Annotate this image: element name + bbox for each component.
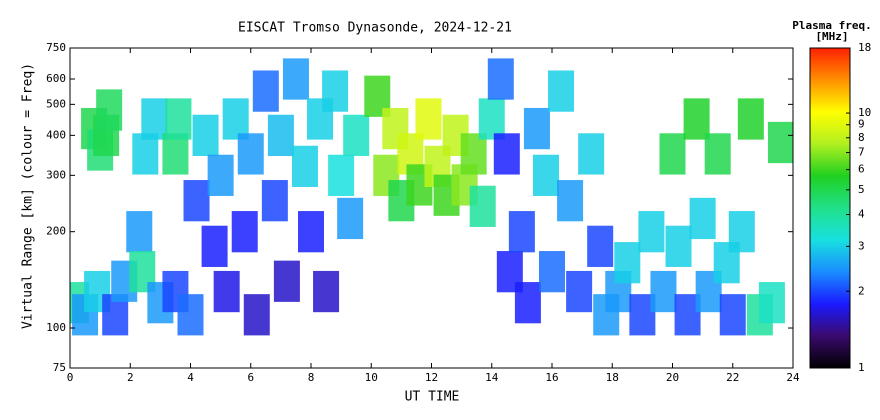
data-point	[243, 294, 270, 336]
x-tick-label: 0	[67, 371, 74, 384]
data-point	[614, 242, 641, 284]
data-point	[207, 154, 234, 196]
x-tick-label: 2	[127, 371, 134, 384]
data-point	[683, 98, 710, 140]
data-point	[487, 58, 514, 100]
data-point	[328, 154, 355, 196]
data-point	[141, 98, 168, 140]
data-point	[132, 133, 159, 175]
data-point	[237, 133, 264, 175]
data-point	[222, 98, 249, 140]
x-tick-label: 4	[187, 371, 194, 384]
data-point	[587, 225, 614, 267]
data-point	[201, 225, 228, 267]
colorbar-tick-label: 9	[858, 118, 865, 131]
x-tick-label: 22	[726, 371, 739, 384]
data-point	[343, 114, 370, 156]
x-tick-label: 8	[308, 371, 315, 384]
data-point	[126, 211, 153, 253]
y-tick-label: 750	[46, 41, 66, 54]
data-point	[578, 133, 605, 175]
y-tick-label: 600	[46, 72, 66, 85]
data-point	[291, 145, 318, 187]
data-point	[298, 211, 324, 253]
data-point	[514, 282, 541, 324]
data-point	[322, 70, 349, 112]
data-point	[469, 185, 496, 227]
colorbar-tick-label: 7	[858, 146, 865, 159]
colorbar-tick-label: 10	[858, 106, 871, 119]
data-point	[313, 270, 340, 313]
x-axis-label: UT TIME	[405, 390, 460, 405]
x-tick-label: 6	[247, 371, 254, 384]
colorbar-tick-label: 6	[858, 163, 865, 176]
y-tick-label: 500	[46, 97, 66, 110]
chart-title: EISCAT Tromso Dynasonde, 2024-12-21	[238, 21, 512, 36]
colorbar-tick-label: 18	[858, 41, 871, 54]
data-point	[337, 197, 364, 240]
data-point	[758, 282, 785, 324]
data-point	[728, 211, 755, 253]
colorbar-tick-label: 4	[858, 208, 865, 221]
data-point	[162, 133, 189, 175]
data-point	[282, 58, 309, 100]
data-point	[539, 251, 565, 293]
y-tick-label: 100	[46, 321, 66, 334]
colorbar	[809, 47, 851, 369]
y-tick-label: 400	[46, 128, 66, 141]
y-tick-label: 75	[53, 361, 66, 374]
data-point	[192, 114, 219, 156]
colorbar-tick-label: 3	[858, 239, 865, 252]
x-tick-label: 12	[425, 371, 438, 384]
y-axis-label: Virtual Range [km] (colour = Freq)	[21, 63, 36, 329]
data-point	[261, 180, 288, 222]
data-point	[415, 98, 442, 140]
data-point	[532, 154, 559, 196]
data-point	[493, 133, 520, 175]
x-tick-label: 18	[606, 371, 619, 384]
x-tick-label: 24	[786, 371, 800, 384]
data-point	[548, 70, 575, 112]
data-point	[273, 260, 300, 302]
data-point	[460, 133, 487, 175]
data-point	[177, 294, 204, 336]
data-point	[252, 70, 279, 112]
colorbar-title: Plasma freq.	[792, 19, 871, 32]
colorbar-unit: [MHz]	[815, 30, 848, 43]
x-tick-label: 16	[545, 371, 558, 384]
data-point	[566, 270, 593, 313]
data-point	[267, 114, 294, 156]
y-tick-label: 300	[46, 168, 66, 181]
plot-data	[70, 58, 793, 336]
colorbar-tick-label: 2	[858, 284, 865, 297]
data-point	[478, 98, 505, 140]
data-point	[659, 133, 686, 175]
x-tick-label: 14	[485, 371, 499, 384]
x-tick-label: 20	[666, 371, 679, 384]
colorbar-tick-label: 1	[858, 361, 865, 374]
data-point	[719, 294, 746, 336]
data-point	[213, 270, 240, 313]
data-point	[96, 89, 123, 131]
y-tick-label: 200	[46, 225, 66, 238]
data-point	[508, 211, 535, 253]
data-point	[650, 270, 677, 313]
data-point	[165, 98, 192, 140]
colorbar-tick-label: 8	[858, 131, 865, 144]
data-point	[767, 121, 793, 164]
data-point	[638, 211, 665, 253]
data-point	[183, 180, 210, 222]
data-point	[689, 197, 716, 240]
data-point	[704, 133, 731, 175]
data-point	[737, 98, 764, 140]
data-point	[523, 107, 550, 150]
colorbar-tick-label: 5	[858, 183, 865, 196]
data-point	[557, 180, 584, 222]
data-point	[231, 211, 258, 253]
data-point	[665, 225, 692, 267]
x-tick-label: 10	[365, 371, 378, 384]
